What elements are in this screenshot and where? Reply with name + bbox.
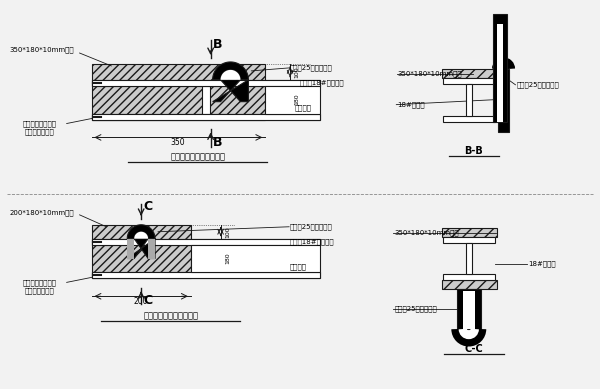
Text: 200*180*10mm铁板: 200*180*10mm铁板	[10, 210, 74, 216]
Bar	[463, 291, 475, 329]
Bar	[92, 239, 320, 245]
Text: 主梁（18#工字钢）: 主梁（18#工字钢）	[290, 238, 335, 245]
Bar	[497, 24, 503, 121]
Text: 350: 350	[170, 138, 185, 147]
Text: 起吊点与主梁连接节点图: 起吊点与主梁连接节点图	[143, 312, 199, 321]
Text: 底部并双面焊接: 底部并双面焊接	[25, 287, 55, 294]
Polygon shape	[134, 232, 148, 239]
Bar	[265, 86, 320, 114]
Bar	[442, 69, 497, 78]
Text: B: B	[213, 136, 223, 149]
Bar	[497, 69, 509, 132]
Text: 350*180*10mm铁板: 350*180*10mm铁板	[394, 230, 459, 236]
Bar	[443, 237, 494, 243]
Bar	[92, 80, 320, 86]
Bar	[92, 239, 320, 245]
Text: 18#工字钢: 18#工字钢	[529, 260, 556, 267]
Text: 350*180*10mm铁板: 350*180*10mm铁板	[10, 47, 74, 53]
Polygon shape	[221, 70, 241, 80]
Bar	[457, 289, 481, 329]
Bar	[202, 245, 209, 272]
Text: 100: 100	[295, 66, 299, 78]
Polygon shape	[92, 64, 265, 119]
Text: 底部并双面焊接: 底部并双面焊接	[25, 128, 55, 135]
Text: 350*180*10mm铁板: 350*180*10mm铁板	[397, 70, 462, 77]
Text: 180: 180	[225, 253, 230, 265]
Bar	[466, 84, 472, 116]
Text: C: C	[143, 200, 152, 214]
Bar	[443, 78, 494, 84]
Bar	[127, 239, 134, 259]
Bar	[191, 245, 320, 272]
Bar	[202, 86, 209, 114]
Text: 18#工字钢: 18#工字钢	[397, 102, 425, 108]
Polygon shape	[92, 225, 191, 279]
Text: C: C	[143, 294, 152, 307]
Bar	[92, 114, 320, 119]
Text: 吊环（25圆钢制作）: 吊环（25圆钢制作）	[517, 81, 559, 88]
Text: 双面焊接: 双面焊接	[290, 263, 307, 270]
Text: C-C: C-C	[464, 344, 483, 354]
Polygon shape	[127, 225, 155, 259]
Bar	[443, 274, 494, 280]
Polygon shape	[212, 62, 248, 102]
Text: 拉结点与主梁连接节点图: 拉结点与主梁连接节点图	[170, 153, 225, 162]
Text: 180: 180	[295, 94, 299, 105]
Text: 吊环（25圆钢制作）: 吊环（25圆钢制作）	[394, 306, 437, 312]
Text: 双面焊接: 双面焊接	[295, 104, 312, 111]
Bar	[92, 272, 320, 279]
Text: 吊环（25圆钢制作）: 吊环（25圆钢制作）	[290, 65, 333, 71]
Text: 100: 100	[225, 226, 230, 238]
Bar	[92, 272, 320, 279]
Text: 圆钢弯折至工字钢: 圆钢弯折至工字钢	[23, 120, 57, 127]
Text: B: B	[213, 38, 223, 51]
Bar	[443, 116, 494, 121]
Bar	[148, 239, 155, 259]
Text: 主梁（18#工字钢）: 主梁（18#工字钢）	[300, 79, 344, 86]
Text: B-B: B-B	[464, 146, 483, 156]
Bar	[442, 228, 497, 237]
Bar	[466, 243, 472, 274]
Text: 圆钢弯折至工字钢: 圆钢弯折至工字钢	[23, 279, 57, 286]
Bar	[442, 280, 497, 289]
Text: 吊环（25圆钢制作）: 吊环（25圆钢制作）	[290, 223, 333, 230]
Text: 200: 200	[134, 297, 148, 306]
Bar	[92, 80, 320, 86]
Bar	[493, 14, 506, 121]
Bar	[92, 114, 320, 119]
